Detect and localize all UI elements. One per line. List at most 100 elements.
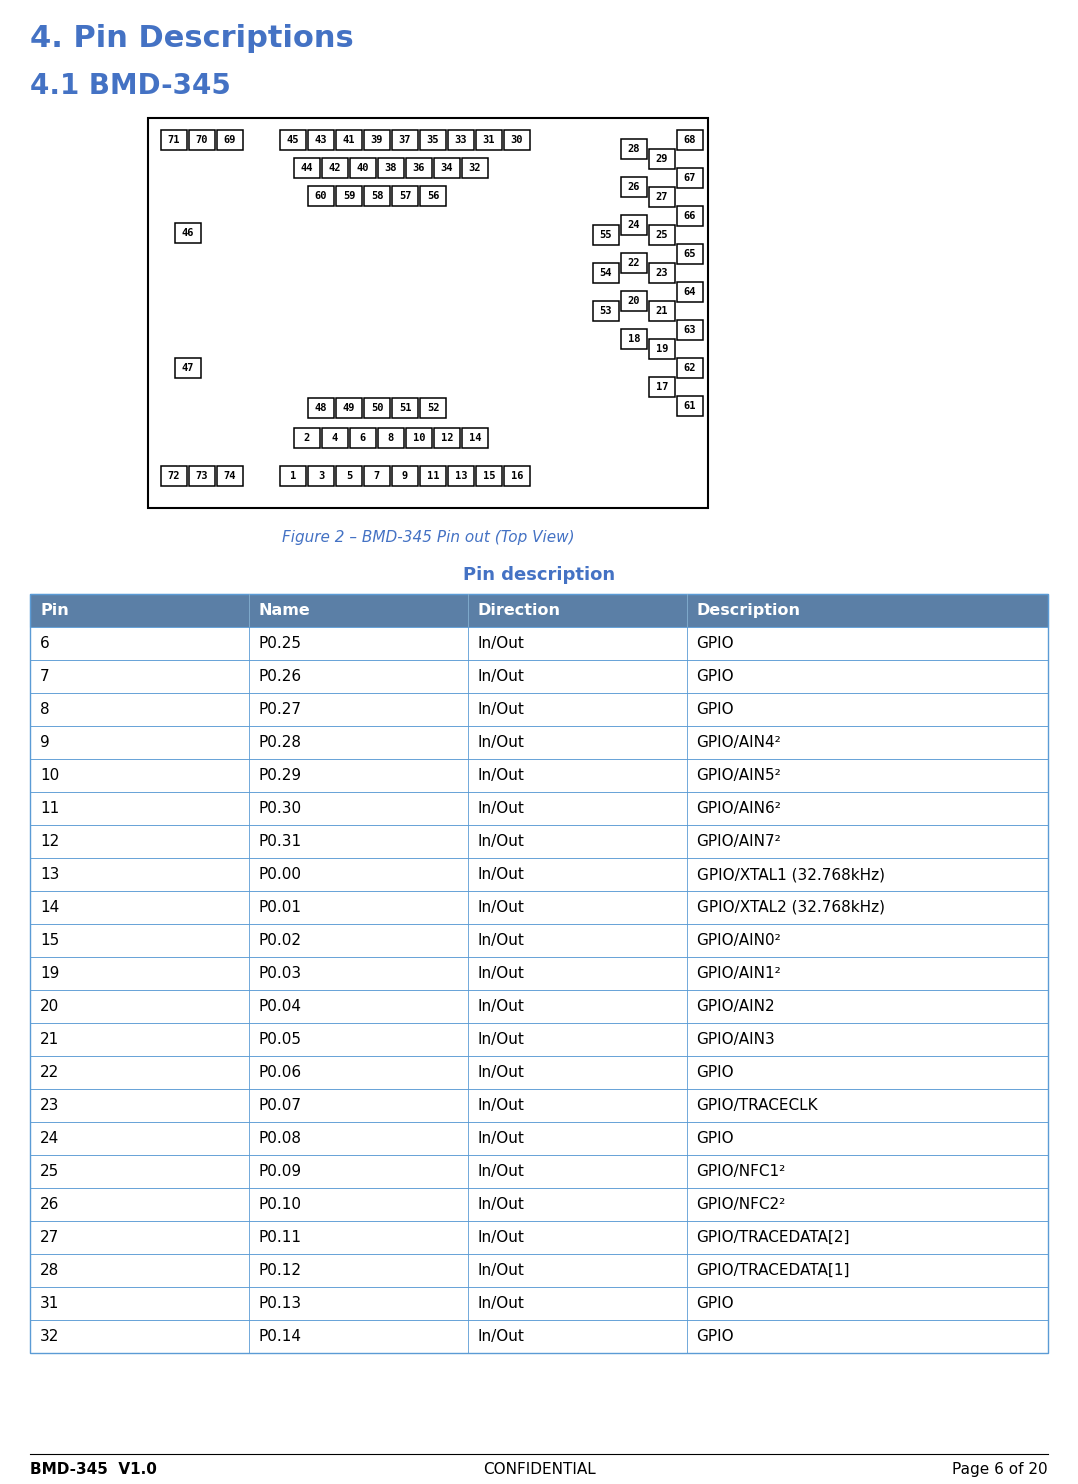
- Bar: [448, 466, 474, 485]
- Text: 24: 24: [627, 220, 640, 230]
- Text: 13: 13: [455, 470, 467, 481]
- Text: CONFIDENTIAL: CONFIDENTIAL: [483, 1462, 595, 1477]
- Bar: [462, 157, 488, 178]
- Text: In/Out: In/Out: [478, 966, 525, 981]
- Bar: [336, 186, 362, 206]
- Bar: [505, 466, 530, 485]
- Text: 18: 18: [627, 334, 640, 344]
- Bar: [308, 131, 334, 150]
- Text: GPIO/TRACECLK: GPIO/TRACECLK: [696, 1098, 818, 1113]
- Text: GPIO/XTAL2 (32.768kHz): GPIO/XTAL2 (32.768kHz): [696, 899, 885, 916]
- Bar: [621, 291, 647, 312]
- Text: In/Out: In/Out: [478, 1230, 525, 1245]
- Text: 65: 65: [683, 249, 696, 260]
- Text: 14: 14: [469, 433, 481, 444]
- Text: Name: Name: [259, 603, 310, 617]
- Bar: [336, 131, 362, 150]
- Bar: [336, 466, 362, 485]
- Text: In/Out: In/Out: [478, 834, 525, 849]
- Text: 71: 71: [168, 135, 180, 145]
- Text: 63: 63: [683, 325, 696, 335]
- Text: P0.05: P0.05: [259, 1031, 302, 1048]
- Bar: [621, 139, 647, 159]
- Text: GPIO: GPIO: [696, 637, 734, 651]
- Text: 28: 28: [627, 144, 640, 154]
- Text: GPIO/NFC2²: GPIO/NFC2²: [696, 1198, 786, 1212]
- Bar: [677, 396, 703, 416]
- Text: 70: 70: [196, 135, 208, 145]
- Text: 12: 12: [441, 433, 453, 444]
- Bar: [294, 157, 320, 178]
- Bar: [364, 186, 390, 206]
- Text: 16: 16: [511, 470, 523, 481]
- Bar: [621, 215, 647, 234]
- Text: 40: 40: [357, 163, 370, 174]
- Bar: [30, 1155, 1048, 1189]
- Text: P0.14: P0.14: [259, 1330, 302, 1345]
- Bar: [308, 186, 334, 206]
- Text: 15: 15: [483, 470, 495, 481]
- Text: 37: 37: [399, 135, 411, 145]
- Text: In/Out: In/Out: [478, 1163, 525, 1178]
- Bar: [420, 131, 446, 150]
- Bar: [189, 131, 215, 150]
- Text: 15: 15: [40, 933, 59, 948]
- Bar: [294, 427, 320, 448]
- Text: 19: 19: [655, 344, 668, 355]
- Text: P0.29: P0.29: [259, 769, 302, 784]
- Bar: [280, 131, 306, 150]
- Text: In/Out: In/Out: [478, 933, 525, 948]
- Bar: [406, 157, 432, 178]
- Bar: [392, 398, 418, 418]
- Bar: [621, 177, 647, 197]
- Text: P0.08: P0.08: [259, 1131, 302, 1146]
- Text: In/Out: In/Out: [478, 867, 525, 881]
- Text: Description: Description: [696, 603, 801, 617]
- Text: 26: 26: [40, 1198, 59, 1212]
- Bar: [30, 990, 1048, 1022]
- Text: 49: 49: [343, 404, 356, 413]
- Bar: [30, 594, 1048, 1353]
- Bar: [392, 131, 418, 150]
- Bar: [189, 466, 215, 485]
- Text: GPIO/AIN5²: GPIO/AIN5²: [696, 769, 782, 784]
- Bar: [677, 131, 703, 150]
- Text: 73: 73: [196, 470, 208, 481]
- Text: 62: 62: [683, 364, 696, 372]
- Text: 4: 4: [332, 433, 338, 444]
- Bar: [406, 427, 432, 448]
- Bar: [593, 263, 619, 283]
- Text: 6: 6: [360, 433, 367, 444]
- Bar: [392, 466, 418, 485]
- Bar: [677, 243, 703, 264]
- Text: P0.09: P0.09: [259, 1163, 302, 1178]
- Text: 31: 31: [483, 135, 495, 145]
- Bar: [593, 301, 619, 321]
- Bar: [350, 427, 376, 448]
- Text: P0.06: P0.06: [259, 1066, 302, 1080]
- Bar: [30, 890, 1048, 925]
- Text: GPIO: GPIO: [696, 1296, 734, 1310]
- Text: In/Out: In/Out: [478, 1330, 525, 1345]
- Text: In/Out: In/Out: [478, 735, 525, 749]
- Text: GPIO: GPIO: [696, 1131, 734, 1146]
- Text: 25: 25: [655, 230, 668, 240]
- Bar: [420, 466, 446, 485]
- Text: GPIO/AIN1²: GPIO/AIN1²: [696, 966, 782, 981]
- Text: 33: 33: [455, 135, 467, 145]
- Text: In/Out: In/Out: [478, 1263, 525, 1278]
- Text: 23: 23: [655, 269, 668, 278]
- Bar: [420, 398, 446, 418]
- Bar: [30, 925, 1048, 957]
- Text: 1: 1: [290, 470, 296, 481]
- Bar: [434, 157, 460, 178]
- Text: 34: 34: [441, 163, 453, 174]
- Text: 67: 67: [683, 174, 696, 183]
- Text: P0.01: P0.01: [259, 899, 302, 916]
- Bar: [322, 427, 348, 448]
- Text: Page 6 of 20: Page 6 of 20: [952, 1462, 1048, 1477]
- Bar: [649, 226, 675, 245]
- Text: 31: 31: [40, 1296, 59, 1310]
- Text: GPIO/AIN4²: GPIO/AIN4²: [696, 735, 782, 749]
- Text: In/Out: In/Out: [478, 899, 525, 916]
